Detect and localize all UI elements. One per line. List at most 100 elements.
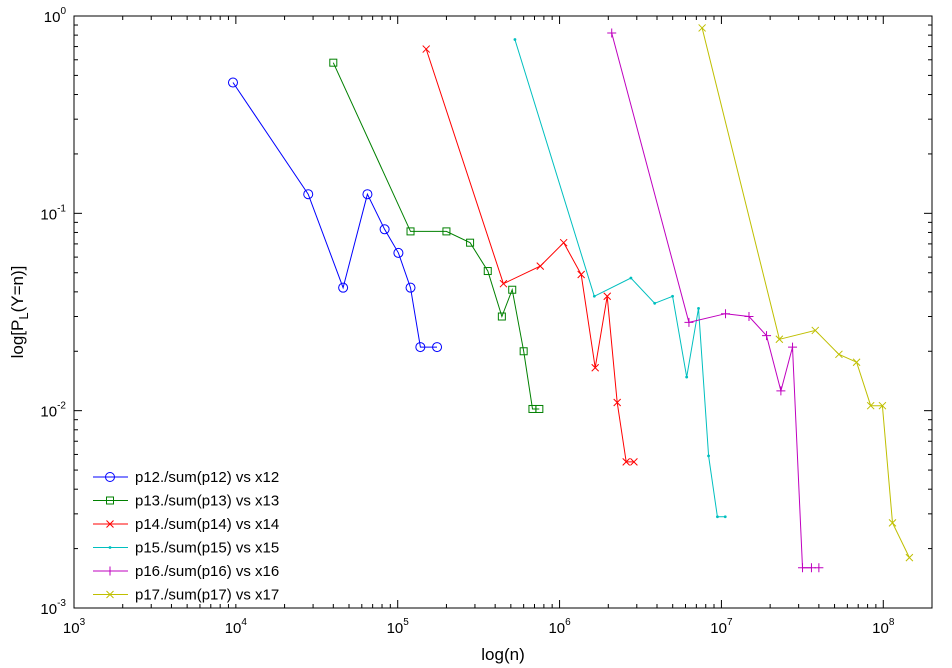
plot-frame [73, 15, 933, 609]
x-marker [866, 401, 875, 410]
tick-label-exponent: 8 [889, 617, 895, 628]
plus-marker [744, 312, 754, 322]
circle-marker [303, 189, 314, 200]
x-marker [835, 350, 843, 359]
series-1 [227, 77, 443, 353]
series-3 [422, 45, 638, 466]
legend-entry: p15./sum(p15) vs x15 [93, 540, 279, 557]
legend-entry: p14./sum(p14) vs x14 [93, 516, 279, 533]
x-marker [775, 335, 784, 344]
y-tick-label: 10-1 [40, 203, 66, 223]
plus-marker [776, 386, 786, 396]
plus-marker [788, 342, 798, 352]
plus-marker [814, 563, 824, 573]
y-axis-label: log[PL(Y=n)] [8, 266, 31, 359]
x-marker [811, 326, 820, 335]
y-axis-label-subscript: L [16, 312, 31, 319]
y-axis-label-rest: (Y=n)] [8, 266, 27, 313]
legend-entry: p16./sum(p16) vs x16 [93, 563, 279, 580]
circle-marker [338, 282, 349, 293]
y-axis-label-main: log[P [8, 320, 27, 359]
circle-marker [432, 342, 443, 353]
legend-entry: p13./sum(p13) vs x13 [93, 493, 279, 510]
x-marker [852, 358, 861, 367]
square-marker [466, 238, 475, 247]
x-tick-label: 107 [710, 617, 733, 637]
x-tick-label: 106 [548, 617, 571, 637]
legend-label: p16./sum(p16) vs x16 [135, 563, 279, 580]
dot-marker [513, 38, 517, 41]
dot-marker [707, 454, 710, 458]
plus-marker [684, 317, 694, 327]
tick-marks-group [73, 16, 933, 609]
x-marker [106, 590, 114, 599]
square-marker [329, 58, 338, 67]
tick-label-exponent: 6 [565, 617, 571, 628]
plus-marker [607, 28, 617, 38]
tick-label-exponent: -3 [57, 598, 66, 609]
x-marker [878, 401, 887, 410]
tick-label-base: 10 [40, 206, 57, 223]
tick-label-exponent: 3 [80, 617, 86, 628]
dot-marker [629, 276, 633, 280]
plus-marker [721, 309, 731, 319]
x-marker [536, 262, 545, 270]
x-axis-label: log(n) [481, 645, 524, 664]
tick-label-exponent: 0 [60, 6, 66, 17]
tick-label-base: 10 [63, 620, 80, 637]
x-tick-label: 104 [225, 617, 248, 637]
legend-label: p14./sum(p14) vs x14 [135, 516, 279, 533]
y-tick-label: 10-2 [40, 401, 66, 421]
dot-marker [685, 375, 689, 379]
circle-marker [393, 247, 404, 258]
square-marker [406, 227, 415, 236]
legend-entry: p12./sum(p12) vs x12 [93, 469, 279, 486]
legend-label: p17./sum(p17) vs x17 [135, 587, 279, 604]
x-marker [622, 458, 631, 466]
y-tick-label: 100 [44, 6, 67, 26]
tick-label-base: 10 [872, 620, 889, 637]
x-marker [591, 363, 600, 372]
dot-marker [653, 301, 657, 305]
dot-marker [671, 294, 674, 298]
tick-label-exponent: -1 [57, 203, 66, 214]
x-marker [559, 238, 568, 247]
y-tick-label: 10-3 [40, 598, 66, 618]
circle-marker [227, 77, 238, 88]
legend-box [88, 468, 353, 604]
series-5 [607, 28, 824, 573]
series-line [232, 82, 437, 348]
dot-marker [592, 294, 596, 298]
series-line [514, 39, 726, 518]
circle-marker [105, 472, 115, 482]
x-marker [106, 520, 114, 528]
tick-label-base: 10 [40, 404, 57, 421]
circle-marker [362, 189, 373, 200]
square-marker [508, 285, 517, 294]
series-4 [513, 38, 727, 519]
series-line [332, 62, 540, 410]
dot-marker [723, 515, 727, 519]
square-marker [535, 404, 544, 413]
x-tick-label: 103 [63, 617, 86, 637]
x-tick-label: 105 [387, 617, 410, 637]
tick-label-exponent: -2 [57, 401, 66, 412]
legend-label: p15./sum(p15) vs x15 [135, 540, 279, 557]
tick-label-base: 10 [44, 9, 61, 26]
tick-label-base: 10 [225, 620, 242, 637]
series-line [425, 48, 634, 463]
tick-label-base: 10 [387, 620, 404, 637]
plus-marker [798, 563, 808, 573]
x-marker [577, 270, 586, 279]
tick-label-base: 10 [40, 601, 57, 618]
x-marker [499, 279, 508, 288]
circle-marker [405, 282, 416, 293]
x-marker [630, 458, 638, 466]
series-2 [329, 58, 544, 413]
dot-marker [716, 515, 719, 519]
legend-label: p13./sum(p13) vs x13 [135, 493, 279, 510]
square-marker [497, 312, 506, 321]
